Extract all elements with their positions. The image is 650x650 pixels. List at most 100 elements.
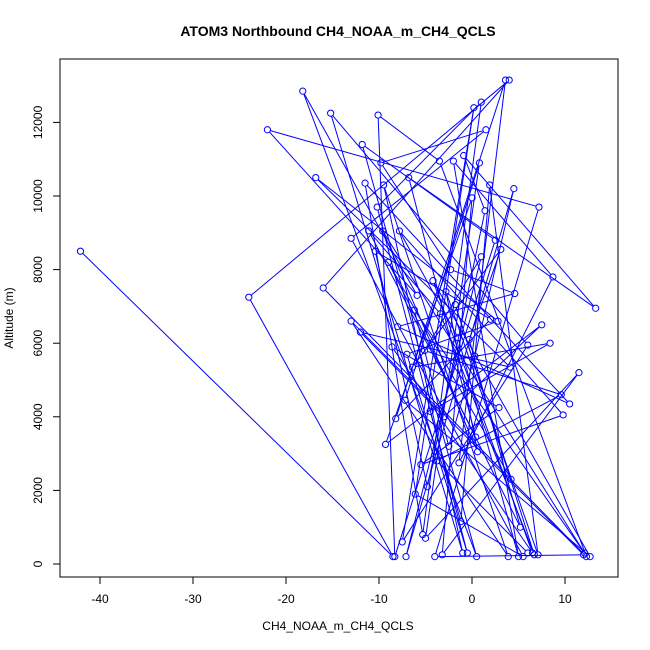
- series-segment: [389, 264, 510, 477]
- data-point: [494, 317, 502, 325]
- data-point: [358, 140, 366, 149]
- data-point: [468, 194, 476, 202]
- x-tick-label: 0: [469, 592, 476, 606]
- data-point: [516, 523, 524, 531]
- series-segment: [375, 254, 428, 484]
- data-point: [438, 551, 446, 559]
- series-segment: [405, 165, 479, 398]
- data-point: [549, 273, 557, 281]
- data-point: [380, 181, 388, 189]
- data-point: [413, 291, 421, 299]
- series-group: [76, 76, 600, 561]
- series-segment: [414, 312, 449, 444]
- series-segment: [406, 191, 514, 554]
- data-point: [76, 247, 85, 255]
- data-point: [566, 400, 574, 408]
- data-point: [361, 179, 369, 187]
- data-point: [463, 549, 471, 557]
- series-segment: [455, 163, 552, 275]
- data-point: [465, 335, 473, 344]
- series-segment: [453, 164, 519, 554]
- data-point: [401, 396, 409, 404]
- data-point: [491, 236, 499, 244]
- series-segment: [446, 294, 538, 553]
- series-segment: [400, 293, 512, 327]
- data-point: [388, 343, 396, 351]
- data-point: [449, 157, 457, 165]
- data-point: [460, 151, 468, 160]
- x-tick-label: 10: [558, 592, 572, 606]
- series-segment: [331, 116, 463, 551]
- data-point: [592, 304, 600, 312]
- series-segment: [363, 332, 508, 367]
- series-segment: [352, 240, 523, 555]
- series-segment: [403, 347, 527, 540]
- series-segment: [415, 312, 584, 551]
- x-tick-label: -10: [370, 592, 388, 606]
- data-point: [431, 553, 439, 561]
- data-point: [524, 549, 532, 557]
- data-point: [482, 126, 490, 134]
- series-segment: [430, 414, 461, 519]
- data-point: [423, 483, 431, 491]
- series-segment: [469, 252, 501, 337]
- data-point: [365, 227, 373, 235]
- series-segment: [425, 165, 480, 536]
- data-point: [455, 459, 463, 467]
- series-segment: [352, 322, 582, 553]
- series-segment: [413, 251, 500, 365]
- data-point: [459, 549, 467, 557]
- data-point: [245, 293, 253, 301]
- data-point: [497, 245, 505, 253]
- series-segment: [449, 358, 475, 444]
- series-segment: [469, 342, 521, 525]
- data-point: [391, 553, 399, 561]
- series-segment: [423, 409, 497, 464]
- data-point: [546, 339, 554, 347]
- series-segment: [443, 374, 578, 553]
- series-segment: [396, 82, 505, 416]
- data-point: [299, 87, 307, 95]
- y-tick-label: 4000: [31, 403, 45, 430]
- data-point: [511, 289, 519, 298]
- series-segment: [401, 232, 562, 413]
- data-point: [486, 181, 494, 189]
- data-point: [505, 76, 513, 84]
- data-point: [475, 159, 484, 167]
- data-point: [347, 317, 355, 325]
- x-axis-label: CH4_NOAA_m_CH4_QCLS: [262, 619, 413, 633]
- y-tick-label: 2000: [31, 477, 45, 504]
- series-segment: [389, 264, 520, 525]
- data-point: [538, 321, 546, 329]
- x-tick-label: -40: [91, 592, 109, 606]
- data-point: [559, 411, 567, 419]
- series-segment: [400, 327, 568, 404]
- data-point: [504, 553, 512, 561]
- data-point: [371, 247, 379, 255]
- data-point: [433, 457, 441, 465]
- series-segment: [303, 93, 477, 554]
- series-layer: [76, 76, 600, 561]
- y-tick-label: 6000: [31, 330, 45, 357]
- data-point: [381, 440, 390, 448]
- series-segment: [384, 187, 508, 554]
- series-segment: [377, 209, 468, 551]
- series-segment: [332, 115, 527, 344]
- data-point: [421, 534, 430, 542]
- data-point: [417, 461, 425, 469]
- series-segment: [382, 165, 450, 268]
- data-point: [586, 553, 594, 561]
- series-segment: [383, 187, 463, 551]
- data-point: [395, 227, 404, 235]
- data-point: [410, 306, 418, 314]
- data-point: [481, 207, 489, 215]
- data-point: [420, 346, 429, 355]
- x-tick-label: -20: [277, 592, 295, 606]
- series-segment: [446, 294, 478, 449]
- series-segment: [324, 82, 508, 287]
- data-point: [319, 284, 327, 292]
- data-point: [398, 538, 406, 546]
- series-segment: [406, 259, 482, 554]
- y-tick-label: 0: [31, 560, 45, 567]
- series-segment: [370, 232, 439, 312]
